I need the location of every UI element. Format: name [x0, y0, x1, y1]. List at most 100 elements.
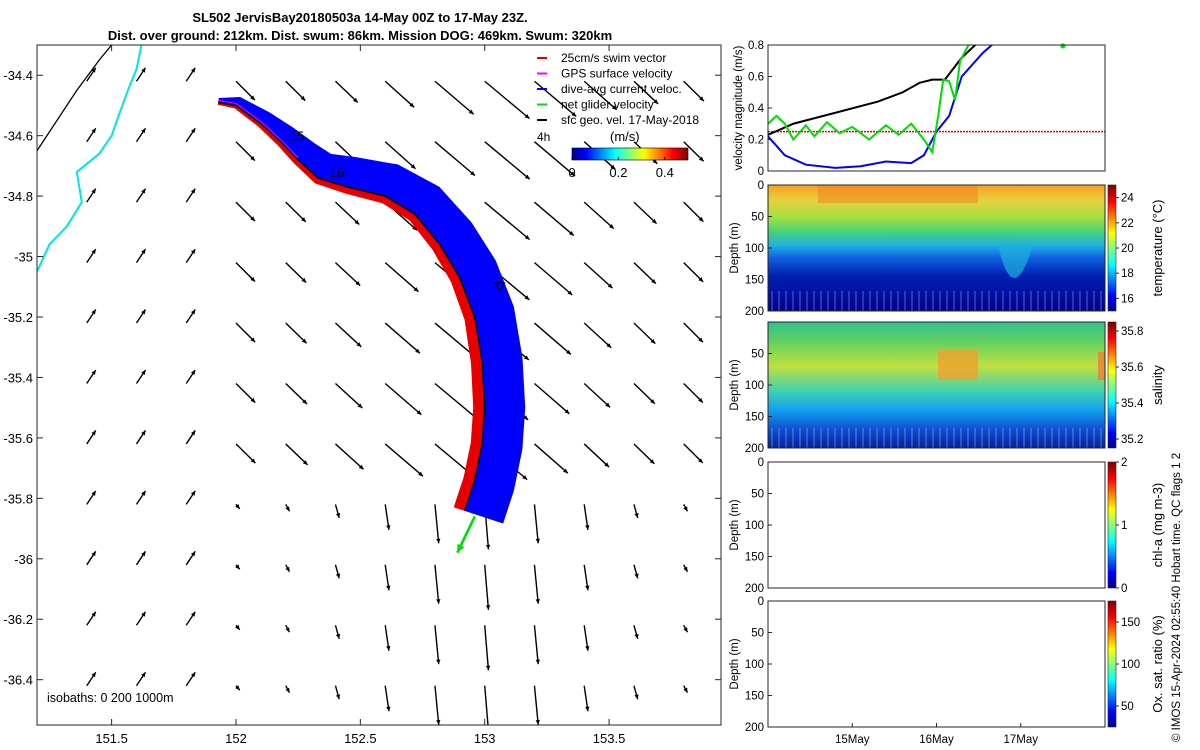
surface-velocity-arrow [583, 262, 613, 289]
map-plot-area [37, 45, 721, 725]
surface-velocity-arrowhead [141, 490, 146, 496]
chla-panel: 0 50 100 150 200 Depth (m) 0 1 2 chl-a (mg m-3) [729, 457, 1165, 595]
surface-velocity-arrowhead [651, 278, 656, 284]
surface-velocity-arrowhead [386, 706, 391, 712]
surface-velocity-arrow [285, 80, 306, 102]
surface-velocity-arrow [434, 80, 475, 115]
surface-velocity-arrowhead [535, 538, 540, 544]
surface-velocity-arrowhead [301, 338, 307, 344]
surface-velocity-arrowhead [605, 402, 611, 408]
surface-velocity-arrowhead [415, 348, 420, 354]
surface-velocity-arrow [434, 685, 440, 725]
salinity-high-patch [1098, 352, 1105, 380]
surface-velocity-arrowhead [250, 458, 256, 464]
surface-velocity-arrowhead [91, 128, 96, 134]
surface-velocity-arrowhead [335, 694, 341, 700]
temperature-colorbar-tick-label: 22 [1121, 218, 1134, 230]
surface-velocity-arrow [235, 382, 256, 404]
temperature-y-tick-label: 50 [751, 212, 764, 224]
surface-velocity-arrow [683, 80, 705, 102]
surface-velocity-arrowhead [91, 611, 96, 617]
surface-velocity-arrowhead [522, 475, 528, 480]
surface-velocity-arrowhead [650, 338, 656, 344]
surface-velocity-arrow [583, 443, 610, 468]
oxygen-panel: 0 50 100 150 200 Depth (m) 50 100 150 Ox. sat. ra… [729, 596, 1165, 746]
surface-velocity-arrowhead [535, 719, 540, 725]
surface-velocity-arrowhead [413, 287, 419, 292]
chla-colorbar-tick-label: 0 [1121, 583, 1127, 595]
velocity-y-tick-label: 0.6 [748, 72, 764, 84]
surface-velocity-arrowhead [564, 409, 570, 414]
isobath-line [37, 45, 113, 152]
surface-velocity-arrow [384, 443, 424, 477]
chla-colorbar-tick-label: 1 [1121, 520, 1127, 532]
map-x-tick-label: 152 [225, 731, 247, 746]
salinity-y-label: Depth (m) [729, 359, 741, 410]
velocity-net-marker [1060, 43, 1066, 49]
surface-velocity-arrowhead [566, 349, 571, 355]
oxygen-heatmap [768, 601, 1105, 727]
surface-velocity-arrowhead [568, 230, 574, 236]
surface-velocity-arrow [334, 262, 361, 287]
salinity-panel: 50 100 150 200 Depth (m) 35.2 35.4 35.6 35.8 sali… [729, 321, 1165, 455]
salinity-y-tick-label: 200 [745, 443, 764, 455]
chla-colorbar-label: chl-a (mg m-3) [1150, 483, 1165, 568]
footer-credit: © IMOS 15-Apr-2024 02:55:40 Hobart time.… [1171, 452, 1183, 742]
legend-label: sfc geo. vel. 17-May-2018 [561, 113, 699, 127]
surface-velocity-arrowhead [470, 171, 475, 176]
surface-velocity-arrowhead [335, 573, 341, 579]
surface-velocity-arrowhead [651, 218, 657, 224]
surface-velocity-arrowhead [190, 128, 196, 134]
surface-velocity-arrow [384, 141, 417, 170]
surface-velocity-arrowhead [357, 403, 363, 409]
map-y-tick-label: -34.6 [3, 129, 33, 144]
surface-velocity-arrow [334, 322, 362, 348]
legend-label: GPS surface velocity [561, 67, 672, 81]
chla-y-tick-label: 0 [758, 457, 764, 469]
temperature-warm-layer [818, 185, 978, 203]
surface-velocity-arrow [484, 80, 530, 120]
surface-velocity-arrow [434, 141, 476, 177]
surface-velocity-arrow [633, 443, 655, 465]
surface-velocity-arrowhead [570, 171, 576, 177]
surface-velocity-arrowhead [285, 566, 290, 572]
surface-velocity-arrow [583, 201, 615, 230]
velocity-y-tick-label: 0.4 [748, 103, 765, 115]
surface-velocity-arrowhead [302, 399, 308, 405]
surface-velocity-arrowhead [412, 225, 417, 231]
salinity-high-patch [938, 350, 978, 380]
surface-velocity-arrow [484, 564, 490, 610]
surface-velocity-arrowhead [250, 276, 256, 282]
temperature-colorbar-tick-label: 24 [1121, 193, 1134, 205]
salinity-heatmap [768, 322, 1105, 448]
oxygen-y-tick-label: 200 [745, 722, 764, 734]
salinity-y-tick-label: 150 [745, 412, 764, 424]
surface-velocity-arrow [533, 262, 573, 296]
surface-velocity-arrow [533, 504, 539, 544]
surface-velocity-arrowhead [485, 544, 491, 550]
surface-velocity-arrowhead [610, 164, 616, 170]
surface-velocity-arrowhead [649, 459, 655, 464]
surface-velocity-arrowhead [190, 309, 196, 315]
surface-velocity-arrowhead [698, 458, 703, 463]
surface-velocity-arrowhead [683, 687, 688, 693]
surface-velocity-arrow [384, 262, 419, 293]
velocity-lines [768, 45, 1105, 169]
velocity-y-tick-label: 0.2 [748, 135, 764, 147]
surface-velocity-arrowhead [235, 504, 240, 509]
surface-velocity-arrowhead [698, 216, 704, 222]
map-y-tick-label: -36 [14, 552, 33, 567]
surface-velocity-arrowhead [302, 460, 308, 465]
surface-velocity-arrowhead [416, 410, 422, 415]
scale-label: 4h [537, 130, 550, 144]
surface-velocity-arrowhead [355, 280, 361, 286]
surface-velocity-arrowhead [91, 490, 96, 496]
surface-velocity-arrowhead [300, 95, 306, 101]
surface-velocity-arrow [235, 322, 256, 343]
surface-velocity-arrowhead [141, 551, 146, 557]
surface-velocity-arrow [434, 504, 440, 544]
surface-velocity-arrowhead [141, 309, 146, 315]
